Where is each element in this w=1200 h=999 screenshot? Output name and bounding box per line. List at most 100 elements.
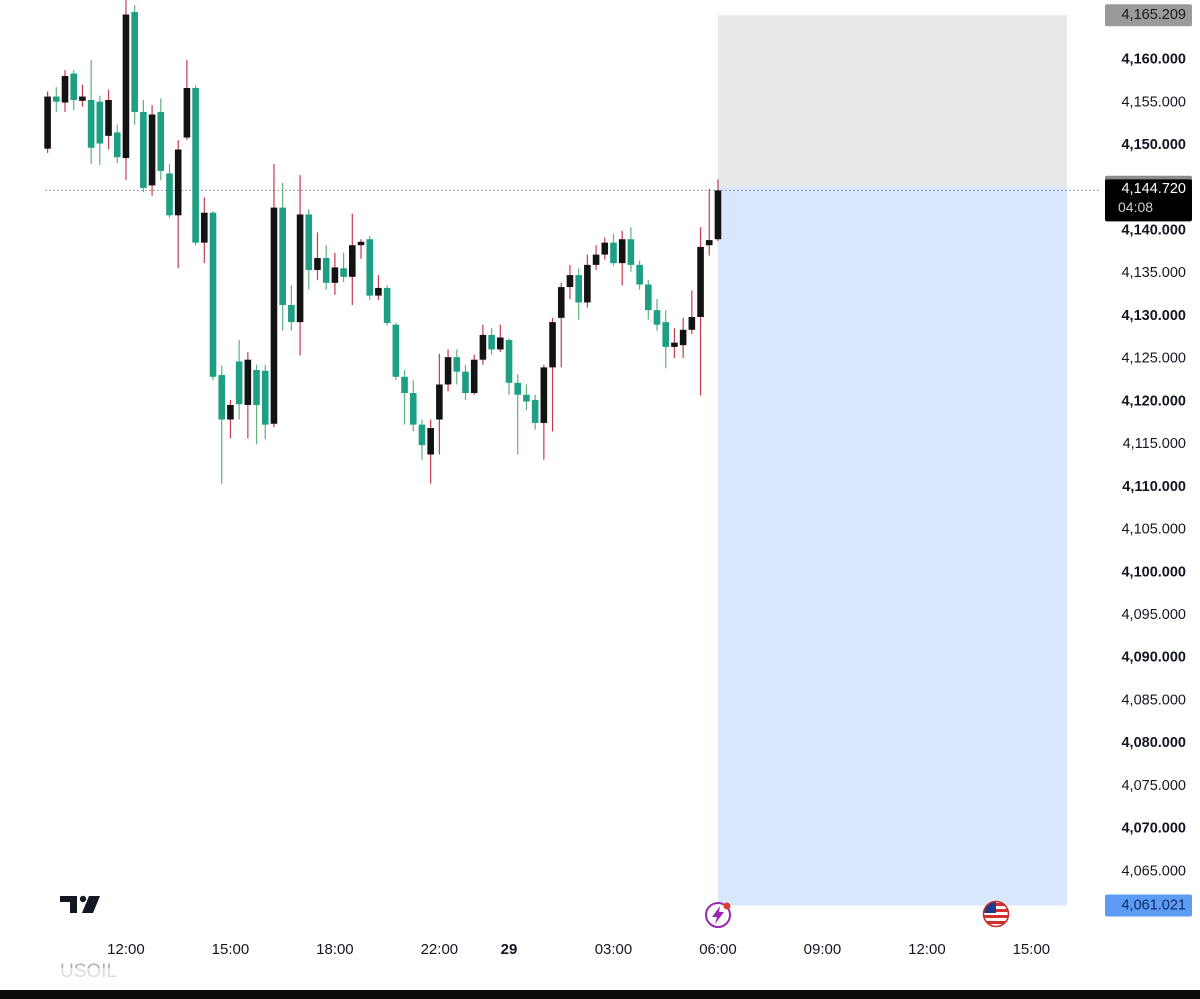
candle-body <box>70 73 78 100</box>
candle-body <box>140 111 147 188</box>
x-tick-label: 06:00 <box>699 941 737 958</box>
candle-body <box>566 275 574 288</box>
candle-body <box>183 88 191 138</box>
candle-body <box>105 99 112 136</box>
x-tick-label: 18:00 <box>316 941 354 958</box>
candle-body <box>192 88 199 243</box>
candle-body <box>209 212 217 377</box>
candle-body <box>218 375 226 420</box>
candle-body <box>131 11 138 112</box>
candle-body <box>540 367 548 423</box>
y-tick-label: 4,085.000 <box>1121 692 1186 708</box>
y-tick-label: 4,095.000 <box>1121 607 1186 623</box>
candle-body <box>392 324 400 377</box>
stop-zone <box>717 15 1068 187</box>
price-label: 4,144.720 <box>1121 181 1186 197</box>
y-tick-label: 4,075.000 <box>1121 778 1186 794</box>
candle-body <box>174 149 182 216</box>
candle-body <box>87 99 95 148</box>
x-tick-label: 29 <box>501 941 518 958</box>
event-icon[interactable] <box>705 902 731 928</box>
candle-body <box>201 212 208 243</box>
flag-ring <box>982 900 1010 928</box>
logo-part <box>79 895 87 903</box>
y-tick-label: 4,130.000 <box>1121 308 1186 324</box>
candle-body <box>418 424 426 446</box>
position-tool <box>717 15 1068 906</box>
candle-body <box>453 357 461 372</box>
candle-body <box>148 114 156 186</box>
x-tick-label: 09:00 <box>804 941 842 958</box>
y-tick-label: 4,115.000 <box>1123 436 1186 452</box>
y-tick-label: 4,140.000 <box>1121 223 1186 239</box>
candle-body <box>227 404 234 420</box>
candle-body <box>383 287 391 323</box>
candle-body <box>531 399 539 423</box>
candle-body <box>436 384 443 420</box>
x-tick-label: 15:00 <box>212 941 250 958</box>
candle-body <box>166 173 173 216</box>
candle-body <box>557 287 565 318</box>
candle-body <box>549 322 556 368</box>
candles <box>44 0 1100 484</box>
candle-body <box>113 132 121 158</box>
candle-body <box>331 267 339 283</box>
candle-body <box>470 359 478 394</box>
candle-body <box>523 394 530 402</box>
price-label: 4,061.021 <box>1121 897 1186 913</box>
flag-icon[interactable] <box>982 900 1010 928</box>
x-tick-label: 15:00 <box>1013 941 1051 958</box>
countdown: 04:08 <box>1118 199 1153 215</box>
candle-body <box>662 322 670 347</box>
candle-body <box>44 96 51 149</box>
y-tick-label: 4,070.000 <box>1121 821 1186 837</box>
candle-body <box>61 76 69 103</box>
candle-body <box>79 96 86 101</box>
y-tick-label: 4,150.000 <box>1121 137 1186 153</box>
candle-body <box>53 96 60 102</box>
y-tick-label: 4,100.000 <box>1121 564 1186 580</box>
candle-body <box>497 337 504 350</box>
candle-body <box>235 361 243 405</box>
candle-body <box>427 428 434 455</box>
candle-body <box>636 264 643 285</box>
flag-stripe <box>984 921 1008 924</box>
candle-body <box>679 329 687 346</box>
candle-body <box>705 240 713 246</box>
candle-body <box>618 239 626 264</box>
x-tick-label: 22:00 <box>421 941 459 958</box>
y-tick-label: 4,120.000 <box>1121 393 1186 409</box>
logo-part <box>70 896 77 913</box>
candle-body <box>697 246 704 317</box>
candle-body <box>514 382 522 395</box>
candle-body <box>253 369 260 405</box>
candle-body <box>653 310 661 325</box>
candle-body <box>627 239 635 265</box>
candle-body <box>671 342 678 347</box>
candle-body <box>714 190 722 240</box>
logo-part <box>82 896 100 913</box>
price-axis: 4,065.000 4,070.000 4,075.000 4,080.000 4,08… <box>1100 0 1200 935</box>
candle-body <box>401 376 408 394</box>
y-tick-label: 4,125.000 <box>1121 351 1186 367</box>
candle-body <box>375 287 382 296</box>
candle-body <box>601 242 609 255</box>
candle-body <box>688 316 696 330</box>
candle-body <box>122 14 130 159</box>
price-axis-bg <box>1100 0 1200 935</box>
candle-body <box>462 371 469 394</box>
y-tick-label: 4,110.000 <box>1122 479 1186 495</box>
candle-body <box>505 340 513 383</box>
price-label: 4,165.209 <box>1121 7 1186 23</box>
candle-body <box>270 207 278 424</box>
y-tick-label: 4,090.000 <box>1121 650 1186 666</box>
x-tick-label: 03:00 <box>595 941 633 958</box>
event-dot <box>723 902 731 910</box>
candle-body <box>288 305 295 323</box>
candle-body <box>488 334 495 350</box>
candle-body <box>357 241 365 246</box>
y-tick-label: 4,135.000 <box>1121 265 1186 281</box>
flag-stripe <box>984 915 1008 918</box>
